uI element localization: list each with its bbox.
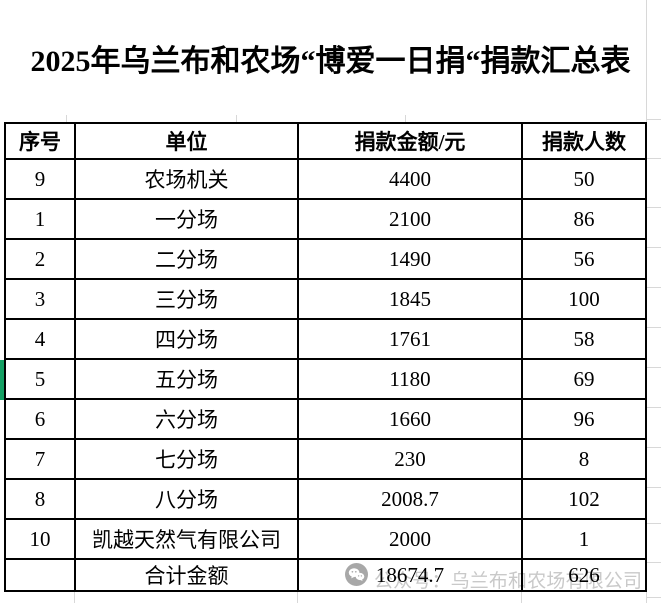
total-count: 626: [521, 558, 647, 592]
gridline: [646, 367, 661, 368]
page-title: 2025年乌兰布和农场“博爱一日捐“捐款汇总表: [30, 45, 631, 78]
cell-unit: 农场机关: [74, 158, 299, 200]
cell-unit: 三分场: [74, 278, 299, 320]
gridline: [646, 158, 661, 159]
header-seq: 序号: [4, 122, 76, 160]
cell-seq: 8: [4, 478, 76, 520]
table-row: 4 四分场 1761 58: [4, 318, 647, 360]
cell-amount: 1761: [297, 318, 523, 360]
cell-unit: 一分场: [74, 198, 299, 240]
gridline: [66, 115, 67, 122]
table-row: 7 七分场 230 8: [4, 438, 647, 480]
header-amount: 捐款金额/元: [297, 122, 523, 160]
gridline: [297, 591, 298, 603]
cell-amount: 1660: [297, 398, 523, 440]
donation-table: 序号 单位 捐款金额/元 捐款人数 9 农场机关 4400 50 1 一分场 2…: [4, 122, 647, 592]
cell-count: 50: [521, 158, 647, 200]
cell-count: 102: [521, 478, 647, 520]
cell-count: 100: [521, 278, 647, 320]
header-unit: 单位: [74, 122, 299, 160]
table-total-row: 合计金额 18674.7 626: [4, 558, 647, 592]
gridline: [646, 207, 661, 208]
gridline: [521, 591, 522, 603]
cell-unit: 五分场: [74, 358, 299, 400]
cell-count: 56: [521, 238, 647, 280]
table-row-selected: 5 五分场 1180 69: [4, 358, 647, 400]
table-row: 8 八分场 2008.7 102: [4, 478, 647, 520]
gridline: [646, 523, 661, 524]
cell-seq: 1: [4, 198, 76, 240]
cell-count: 1: [521, 518, 647, 560]
cell-amount: 2100: [297, 198, 523, 240]
table-row: 2 二分场 1490 56: [4, 238, 647, 280]
cell-count: 96: [521, 398, 647, 440]
gridline: [646, 487, 661, 488]
cell-unit: 二分场: [74, 238, 299, 280]
gridline: [74, 591, 75, 603]
table-row: 1 一分场 2100 86: [4, 198, 647, 240]
cell-unit: 六分场: [74, 398, 299, 440]
header-count: 捐款人数: [521, 122, 647, 160]
cell-unit: 凯越天然气有限公司: [74, 518, 299, 560]
cell-amount: 230: [297, 438, 523, 480]
table-row: 9 农场机关 4400 50: [4, 158, 647, 200]
cell-seq: 6: [4, 398, 76, 440]
cell-unit: 四分场: [74, 318, 299, 360]
cell-amount: 1845: [297, 278, 523, 320]
gridline: [646, 287, 661, 288]
table-row: 10 凯越天然气有限公司 2000 1: [4, 518, 647, 560]
cell-amount: 1180: [297, 358, 523, 400]
total-amount: 18674.7: [297, 558, 523, 592]
cell-seq: 3: [4, 278, 76, 320]
gridline: [646, 447, 661, 448]
gridline: [646, 327, 661, 328]
cell-seq: 7: [4, 438, 76, 480]
gridline: [646, 119, 661, 120]
row-selection-marker: [0, 360, 4, 400]
gridline: [236, 115, 237, 122]
cell-amount: 4400: [297, 158, 523, 200]
cell-count: 58: [521, 318, 647, 360]
gridline: [405, 115, 406, 122]
gridline: [646, 597, 661, 598]
cell-unit: 八分场: [74, 478, 299, 520]
cell-seq: 10: [4, 518, 76, 560]
cell-unit: 七分场: [74, 438, 299, 480]
gridline: [646, 562, 661, 563]
total-label: 合计金额: [74, 558, 299, 592]
cell-seq: 4: [4, 318, 76, 360]
gridline: [646, 407, 661, 408]
cell-seq: 2: [4, 238, 76, 280]
table-row: 3 三分场 1845 100: [4, 278, 647, 320]
total-empty-cell: [4, 558, 76, 592]
table-row: 6 六分场 1660 96: [4, 398, 647, 440]
cell-count: 86: [521, 198, 647, 240]
gridline: [646, 247, 661, 248]
cell-amount: 2000: [297, 518, 523, 560]
gridline: [646, 0, 647, 603]
table-header-row: 序号 单位 捐款金额/元 捐款人数: [4, 122, 647, 160]
cell-seq: 5: [4, 358, 76, 400]
cell-amount: 2008.7: [297, 478, 523, 520]
cell-count: 69: [521, 358, 647, 400]
cell-amount: 1490: [297, 238, 523, 280]
cell-seq: 9: [4, 158, 76, 200]
cell-count: 8: [521, 438, 647, 480]
